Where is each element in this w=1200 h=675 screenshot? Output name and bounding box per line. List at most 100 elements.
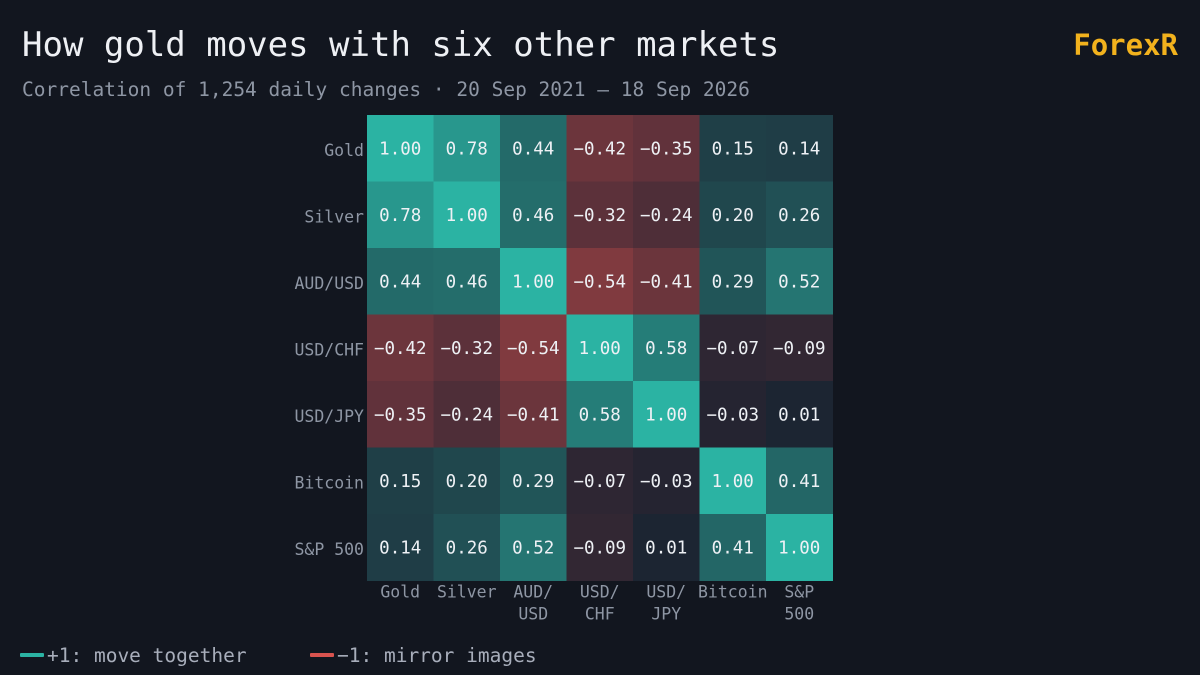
heatmap-cell [433, 115, 501, 182]
heatmap-value-label: 0.29 [512, 472, 554, 492]
heatmap-value-label: 1.00 [379, 139, 421, 159]
column-label-gold: Gold [380, 583, 420, 602]
heatmap-cell [633, 447, 700, 515]
heatmap-cell [766, 181, 833, 249]
row-label-aud-usd: AUD/USD [294, 274, 364, 293]
heatmap-value-label: 0.14 [379, 538, 421, 558]
column-label-sandp500: S&P 500 [784, 583, 814, 624]
legend-positive-label: +1: move together [47, 643, 247, 667]
heatmap-cell [367, 248, 434, 315]
heatmap-value-label: −0.42 [573, 139, 626, 159]
heatmap-cell [500, 115, 567, 182]
heatmap-value-label: −0.32 [440, 339, 493, 359]
legend-negative-swatch [310, 653, 334, 657]
heatmap-value-label: −0.35 [374, 405, 427, 425]
heatmap-cell [500, 381, 567, 448]
heatmap-value-label: 0.46 [446, 272, 488, 292]
column-label-usd-chf: USD/CHF [580, 583, 620, 624]
heatmap-cell [367, 381, 434, 448]
heatmap-value-label: 1.00 [446, 206, 488, 226]
heatmap-value-label: 0.46 [512, 206, 554, 226]
heatmap-value-label: 0.15 [379, 472, 421, 492]
heatmap-value-label: 0.15 [712, 139, 754, 159]
heatmap-value-label: 1.00 [645, 405, 687, 425]
heatmap-cell [500, 514, 567, 581]
column-label-aud-usd: AUD/USD [513, 583, 553, 624]
heatmap-value-label: 0.26 [778, 206, 820, 226]
heatmap-cell [566, 447, 634, 515]
heatmap-value-label: −0.42 [374, 339, 427, 359]
heatmap-value-label: −0.03 [640, 472, 693, 492]
heatmap-cell [633, 181, 700, 249]
column-label-silver: Silver [437, 583, 497, 602]
heatmap-cell [766, 514, 833, 581]
heatmap-cell [367, 115, 434, 182]
row-label-gold: Gold [324, 141, 364, 160]
row-label-usd-chf: USD/CHF [294, 340, 364, 359]
heatmap-value-label: 1.00 [579, 339, 621, 359]
heatmap-cell [566, 115, 634, 182]
heatmap-cell [699, 447, 767, 515]
heatmap-value-label: 0.29 [712, 272, 754, 292]
heatmap-value-label: −0.03 [706, 405, 759, 425]
chart-title: How gold moves with six other markets [22, 25, 780, 65]
heatmap-cell [566, 181, 634, 249]
heatmap-value-label: 1.00 [778, 538, 820, 558]
heatmap-value-label: 0.52 [512, 538, 554, 558]
heatmap-value-label: −0.54 [507, 339, 560, 359]
chart-subtitle: Correlation of 1,254 daily changes · 20 … [22, 78, 750, 101]
heatmap-value-label: 0.52 [778, 272, 820, 292]
heatmap-value-label: 0.44 [512, 139, 554, 159]
heatmap-cell [633, 514, 700, 581]
heatmap-cell [633, 115, 700, 182]
heatmap-value-label: 1.00 [512, 272, 554, 292]
heatmap-cell [699, 381, 767, 448]
heatmap-cell [367, 447, 434, 515]
heatmap-value-label: 0.20 [446, 472, 488, 492]
heatmap-value-label: −0.41 [640, 272, 693, 292]
heatmap-value-label: 0.01 [645, 538, 687, 558]
heatmap-cell [433, 314, 501, 382]
heatmap-value-label: −0.09 [573, 538, 626, 558]
heatmap-value-label: 0.01 [778, 405, 820, 425]
heatmap-value-label: −0.07 [573, 472, 626, 492]
heatmap-value-label: −0.24 [440, 405, 493, 425]
heatmap-value-label: 0.20 [712, 206, 754, 226]
heatmap-value-label: 0.58 [645, 339, 687, 359]
heatmap-cell [766, 248, 833, 315]
heatmap-value-label: 0.14 [778, 139, 820, 159]
heatmap-cell [566, 314, 634, 382]
column-label-bitcoin: Bitcoin [698, 583, 768, 602]
row-label-sandp-500: S&P 500 [294, 540, 364, 559]
heatmap-cell [367, 181, 434, 249]
heatmap-value-label: 1.00 [712, 472, 754, 492]
heatmap-cell [699, 514, 767, 581]
legend-negative-label: −1: mirror images [337, 643, 537, 667]
heatmap-value-label: 0.41 [778, 472, 820, 492]
heatmap-cell [699, 248, 767, 315]
heatmap-cell [566, 248, 634, 315]
heatmap-cell [766, 115, 833, 182]
row-label-bitcoin: Bitcoin [294, 473, 364, 492]
heatmap-value-label: −0.54 [573, 272, 626, 292]
legend-positive: +1: move together [20, 640, 247, 670]
heatmap-cell [433, 248, 501, 315]
legend-positive-swatch [20, 653, 44, 657]
heatmap-value-label: 0.78 [446, 139, 488, 159]
heatmap-value-label: 0.44 [379, 272, 421, 292]
heatmap-value-label: −0.24 [640, 206, 693, 226]
heatmap-cell [699, 181, 767, 249]
heatmap-cell [433, 514, 501, 581]
row-label-usd-jpy: USD/JPY [294, 407, 364, 426]
heatmap-cell [367, 314, 434, 382]
heatmap-cell [566, 514, 634, 581]
row-label-silver: Silver [304, 207, 364, 226]
heatmap-cell [633, 314, 700, 382]
heatmap-value-label: 0.41 [712, 538, 754, 558]
heatmap-value-label: −0.09 [773, 339, 826, 359]
heatmap-cell [699, 115, 767, 182]
heatmap-cell [500, 447, 567, 515]
heatmap-cell [633, 248, 700, 315]
brand-logo: ForexR [1073, 28, 1178, 62]
heatmap-value-label: −0.35 [640, 139, 693, 159]
